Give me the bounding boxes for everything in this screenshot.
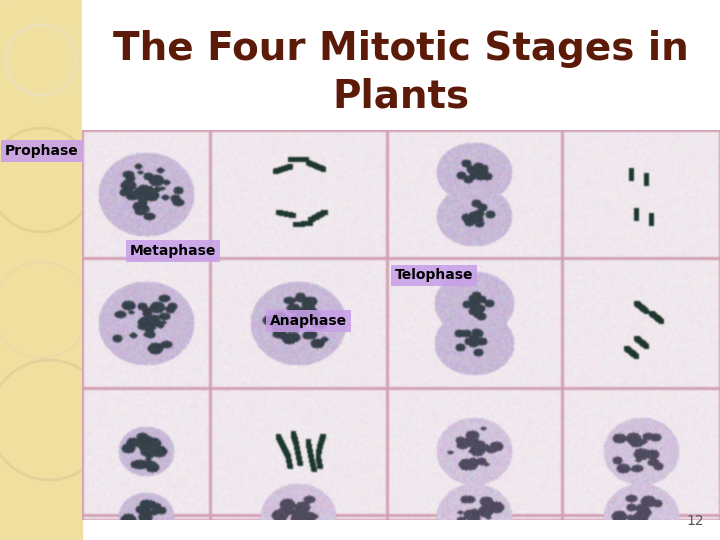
Bar	[0, 0, 82, 540]
Text: Prophase: Prophase	[5, 144, 78, 158]
Text: 12: 12	[687, 514, 704, 528]
Text: Anaphase: Anaphase	[270, 314, 347, 328]
Text: The Four Mitotic Stages in: The Four Mitotic Stages in	[113, 30, 689, 69]
Text: Plants: Plants	[333, 77, 469, 115]
Text: Telophase: Telophase	[395, 268, 473, 282]
Text: Metaphase: Metaphase	[130, 244, 216, 258]
Bar	[82, 0, 720, 130]
